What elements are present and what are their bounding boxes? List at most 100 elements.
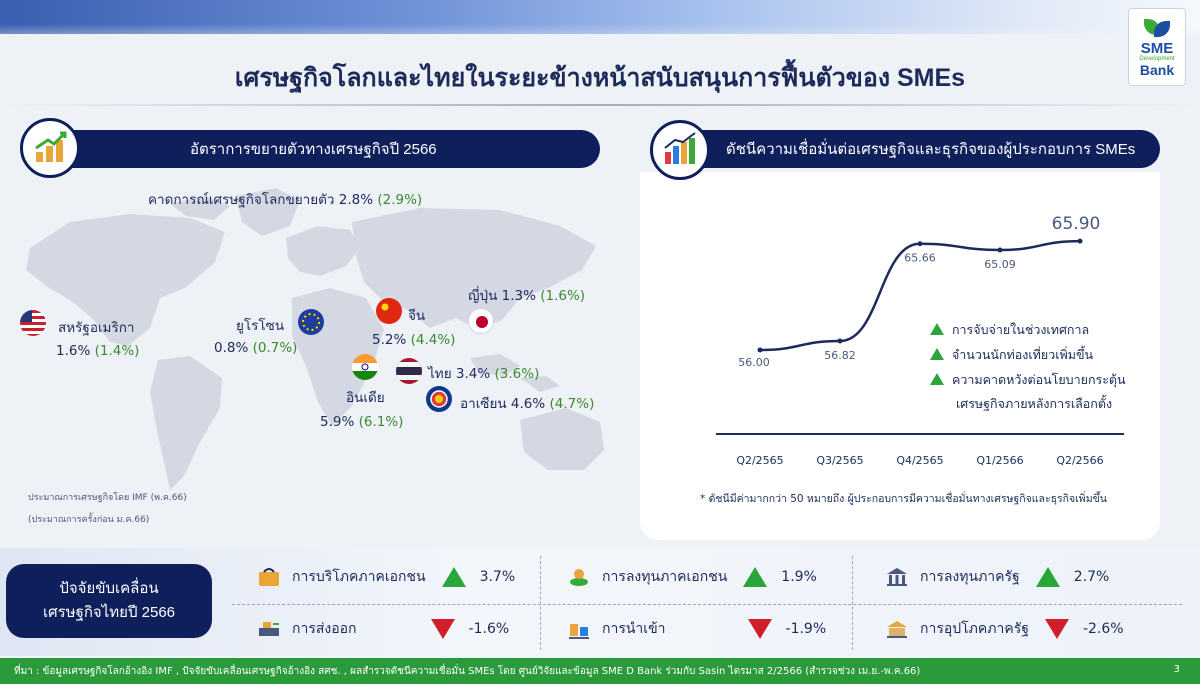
top-band-fade xyxy=(0,24,1200,54)
up-triangle-icon xyxy=(930,373,944,385)
x-tick-label: Q1/2566 xyxy=(976,454,1023,467)
data-point xyxy=(917,241,923,247)
drivers-title-line2: เศรษฐกิจไทยปี 2566 xyxy=(42,604,176,621)
source-footer: ที่มา : ข้อมูลเศรษฐกิจโลกอ้างอิง IMF , ป… xyxy=(0,658,1200,684)
thailand-growth-value: 3.4% xyxy=(455,366,491,382)
world-map xyxy=(26,188,604,490)
up-triangle-icon xyxy=(743,567,768,587)
drivers-title-box: ปัจจัยขับเคลื่อน เศรษฐกิจไทยปี 2566 xyxy=(6,564,212,638)
eurozone-growth-value: 0.8% xyxy=(214,340,249,356)
usa-growth: 1.6% (1.4%) xyxy=(56,343,139,359)
x-tick-label: Q3/2565 xyxy=(816,454,863,467)
up-triangle-icon xyxy=(930,348,944,360)
asean-growth-value: 4.6% xyxy=(510,396,546,412)
x-tick-label: Q4/2565 xyxy=(896,454,943,467)
logo-text-sme: SME xyxy=(1140,40,1174,57)
usa-growth-value: 1.6% xyxy=(56,343,91,359)
data-point xyxy=(757,347,763,353)
japan-growth-value: 1.3% xyxy=(501,288,536,304)
import-icon xyxy=(566,618,592,640)
factor-public-investment: การลงทุนภาครัฐ 2.7% xyxy=(884,566,1109,588)
factor-private-consumption: การบริโภคภาคเอกชน 3.7% xyxy=(256,566,515,588)
factor-value: -2.6% xyxy=(1082,621,1124,637)
factor-label: การบริโภคภาคเอกชน xyxy=(292,569,426,585)
gdp-growth-icon xyxy=(20,118,80,178)
drivers-divider-2 xyxy=(852,556,853,650)
usa-label: สหรัฐอเมริกา xyxy=(58,320,135,336)
legend-item-festival-spending: การจับจ่ายในช่วงเทศกาล xyxy=(930,320,1089,340)
page-title: เศรษฐกิจโลกและไทยในระยะข้างหน้าสนับสนุนก… xyxy=(234,64,966,92)
india-flag-icon xyxy=(352,354,378,380)
factor-public-consumption: การอุปโภคภาครัฐ -2.6% xyxy=(884,618,1124,640)
logo-text-bank: Bank xyxy=(1139,62,1175,78)
up-triangle-icon xyxy=(930,323,944,335)
data-label: 56.82 xyxy=(824,349,856,362)
india-growth-prev: (6.1%) xyxy=(358,414,404,430)
chart-footnote: * ดัชนีมีค่ามากกว่า 50 หมายถึง ผู้ประกอบ… xyxy=(700,493,1107,505)
world-growth-value: คาดการณ์เศรษฐกิจโลกขยายตัว 2.8% xyxy=(148,192,374,208)
world-map-panel xyxy=(0,170,640,540)
x-tick-label: Q2/2566 xyxy=(1056,454,1103,467)
sme-confidence-header: ดัชนีความเชื่อมั่นต่อเศรษฐกิจและธุรกิจขอ… xyxy=(676,130,1160,168)
thailand-growth: ไทย 3.4% (3.6%) xyxy=(428,362,539,384)
sme-bank-logo: SME Development Bank xyxy=(1128,8,1186,86)
china-growth-prev: (4.4%) xyxy=(410,332,456,348)
down-triangle-icon xyxy=(747,619,772,639)
data-point xyxy=(1077,238,1083,244)
shopping-icon xyxy=(256,566,282,588)
factor-value: 3.7% xyxy=(479,569,516,585)
china-flag-icon xyxy=(376,298,402,324)
data-label: 65.09 xyxy=(984,258,1016,271)
asean-label: อาเซียน xyxy=(460,396,507,412)
export-icon xyxy=(256,618,282,640)
thailand-label: ไทย xyxy=(428,366,452,382)
bar-chart-growth-icon xyxy=(650,120,710,180)
asean-growth-prev: (4.7%) xyxy=(549,396,595,412)
usa-growth-prev: (1.4%) xyxy=(94,343,140,359)
factor-value: 1.9% xyxy=(781,569,817,585)
gdp-growth-header-label: อัตราการขยายตัวทางเศรษฐกิจปี 2566 xyxy=(190,141,437,158)
data-label: 65.66 xyxy=(904,252,936,265)
factor-value: 2.7% xyxy=(1073,569,1110,585)
sme-confidence-line-chart: 56.00 Q2/2565 56.82 Q3/2565 65.66 Q4/2565 65.0… xyxy=(716,214,1124,467)
sme-confidence-header-label: ดัชนีความเชื่อมั่นต่อเศรษฐกิจและธุรกิจขอ… xyxy=(726,141,1136,158)
down-triangle-icon xyxy=(1044,619,1069,639)
factor-value: -1.9% xyxy=(785,621,827,637)
factor-label: การลงทุนภาคเอกชน xyxy=(602,569,728,585)
thailand-flag-icon xyxy=(396,358,422,384)
data-point xyxy=(837,338,843,344)
factor-label: การส่งออก xyxy=(292,621,357,637)
factor-imports: การนำเข้า -1.9% xyxy=(566,618,826,640)
legend-label-festival: การจับจ่ายในช่วงเทศกาล xyxy=(951,322,1090,337)
factor-label: การลงทุนภาครัฐ xyxy=(920,569,1020,585)
factor-value: -1.6% xyxy=(468,621,510,637)
japan-label: ญี่ปุ่น xyxy=(468,288,498,304)
confidence-series-line xyxy=(759,239,1081,352)
factor-label: การนำเข้า xyxy=(602,621,666,637)
world-growth-prev: (2.9%) xyxy=(377,192,423,208)
data-point xyxy=(997,247,1003,253)
up-triangle-icon xyxy=(441,567,466,587)
legend-item-policy: ความคาดหวังต่อนโยบายกระตุ้น xyxy=(930,370,1126,390)
down-triangle-icon xyxy=(430,619,455,639)
thailand-growth-prev: (3.6%) xyxy=(494,366,540,382)
factor-private-investment: การลงทุนภาคเอกชน 1.9% xyxy=(566,566,817,588)
legend-item-policy-cont: เศรษฐกิจภายหลังการเลือกตั้ง xyxy=(956,396,1113,411)
page-number: 3 xyxy=(1173,664,1180,675)
eurozone-growth-prev: (0.7%) xyxy=(252,340,298,356)
eu-flag-icon xyxy=(298,309,324,335)
x-tick-label: Q2/2565 xyxy=(736,454,783,467)
legend-item-tourists: จำนวนนักท่องเที่ยวเพิ่มขึ้น xyxy=(930,345,1093,365)
china-label: จีน xyxy=(408,308,426,324)
drivers-divider-1 xyxy=(540,556,541,650)
japan-growth: ญี่ปุ่น 1.3% (1.6%) xyxy=(468,284,585,306)
eurozone-label: ยูโรโซน xyxy=(236,318,285,334)
china-growth: 5.2% (4.4%) xyxy=(372,332,455,348)
china-growth-value: 5.2% xyxy=(372,332,407,348)
legend-label-policy: ความคาดหวังต่อนโยบายกระตุ้น xyxy=(951,372,1126,387)
data-label: 56.00 xyxy=(738,356,770,369)
logo-text-development: Development xyxy=(1139,56,1175,62)
factor-label: การอุปโภคภาครัฐ xyxy=(920,621,1029,637)
drivers-title-line1: ปัจจัยขับเคลื่อน xyxy=(59,580,159,597)
india-label: อินเดีย xyxy=(346,390,385,406)
